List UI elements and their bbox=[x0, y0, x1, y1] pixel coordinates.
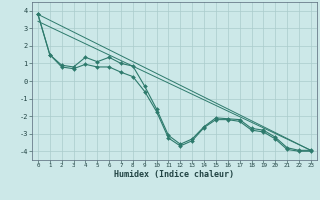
X-axis label: Humidex (Indice chaleur): Humidex (Indice chaleur) bbox=[115, 170, 234, 179]
